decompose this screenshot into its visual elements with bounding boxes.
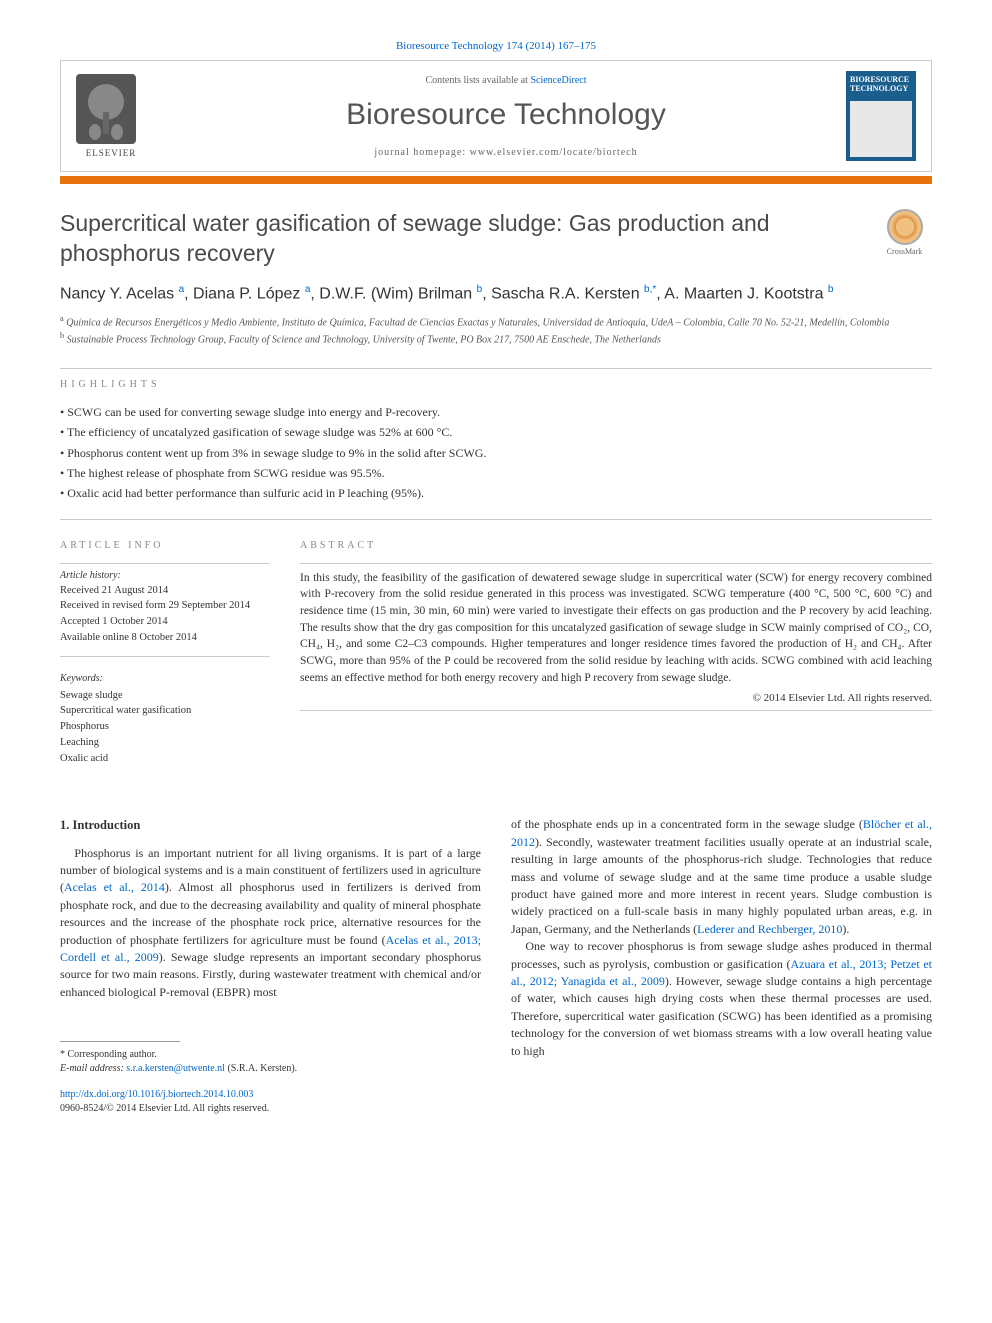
journal-cover-thumbnail: BIORESOURCE TECHNOLOGY (846, 71, 916, 161)
keyword: Oxalic acid (60, 751, 270, 767)
abstract-column: ABSTRACT In this study, the feasibility … (300, 540, 932, 767)
crossmark-icon (887, 209, 923, 245)
highlights-label: HIGHLIGHTS (60, 379, 932, 390)
abstract-copyright: © 2014 Elsevier Ltd. All rights reserved… (300, 692, 932, 704)
affiliations: a Química de Recursos Energéticos y Medi… (60, 313, 932, 348)
highlight-item: The highest release of phosphate from SC… (60, 463, 932, 483)
corresponding-label: * Corresponding author. (60, 1048, 481, 1062)
elsevier-label: ELSEVIER (76, 148, 146, 158)
journal-homepage: journal homepage: www.elsevier.com/locat… (166, 147, 846, 158)
doi-footer: http://dx.doi.org/10.1016/j.biortech.201… (60, 1088, 481, 1116)
highlight-item: Oxalic acid had better performance than … (60, 483, 932, 503)
keywords-label: Keywords: (60, 671, 270, 686)
authors: Nancy Y. Acelas a, Diana P. López a, D.W… (60, 284, 932, 303)
intro-para-3: One way to recover phosphorus is from se… (511, 938, 932, 1060)
history-line: Accepted 1 October 2014 (60, 614, 270, 630)
abstract-text: In this study, the feasibility of the ga… (300, 570, 932, 687)
history-line: Received in revised form 29 September 20… (60, 598, 270, 614)
elsevier-tree-icon (81, 82, 131, 142)
keyword: Sewage sludge (60, 688, 270, 704)
crossmark-label: CrossMark (877, 247, 932, 256)
email-suffix: (S.R.A. Kersten). (225, 1063, 297, 1074)
affiliation: b Sustainable Process Technology Group, … (60, 330, 932, 347)
highlight-item: The efficiency of uncatalyzed gasificati… (60, 422, 932, 442)
issn-copyright: 0960-8524/© 2014 Elsevier Ltd. All right… (60, 1102, 481, 1116)
contents-prefix: Contents lists available at (425, 75, 530, 86)
article-title: Supercritical water gasification of sewa… (60, 209, 857, 269)
journal-header: ELSEVIER Contents lists available at Sci… (60, 60, 932, 172)
body-columns: 1. Introduction Phosphorus is an importa… (60, 816, 932, 1116)
elsevier-logo: ELSEVIER (76, 74, 146, 158)
contents-lists: Contents lists available at ScienceDirec… (166, 75, 846, 86)
accent-bar (60, 176, 932, 184)
article-history-label: Article history: (60, 570, 270, 581)
abstract-label: ABSTRACT (300, 540, 932, 551)
corresponding-author: * Corresponding author. E-mail address: … (60, 1048, 481, 1076)
corresponding-email[interactable]: s.r.a.kersten@utwente.nl (126, 1063, 225, 1074)
journal-cover-title: BIORESOURCE TECHNOLOGY (850, 75, 912, 93)
sciencedirect-link[interactable]: ScienceDirect (530, 75, 586, 86)
keyword: Leaching (60, 735, 270, 751)
intro-heading: 1. Introduction (60, 816, 481, 834)
body-column-left: 1. Introduction Phosphorus is an importa… (60, 816, 481, 1116)
keyword: Phosphorus (60, 719, 270, 735)
body-column-right: of the phosphate ends up in a concentrat… (511, 816, 932, 1116)
email-label: E-mail address: (60, 1063, 126, 1074)
intro-para-1: Phosphorus is an important nutrient for … (60, 845, 481, 1002)
highlight-item: Phosphorus content went up from 3% in se… (60, 443, 932, 463)
journal-name: Bioresource Technology (166, 98, 846, 132)
highlight-item: SCWG can be used for converting sewage s… (60, 402, 932, 422)
history-line: Received 21 August 2014 (60, 583, 270, 599)
highlights-list: SCWG can be used for converting sewage s… (60, 402, 932, 504)
affiliation: a Química de Recursos Energéticos y Medi… (60, 313, 932, 330)
citation: Bioresource Technology 174 (2014) 167–17… (60, 40, 932, 52)
history-line: Available online 8 October 2014 (60, 630, 270, 646)
doi-link[interactable]: http://dx.doi.org/10.1016/j.biortech.201… (60, 1089, 253, 1100)
crossmark-badge[interactable]: CrossMark (877, 209, 932, 256)
intro-para-2: of the phosphate ends up in a concentrat… (511, 816, 932, 938)
article-info-label: ARTICLE INFO (60, 540, 270, 551)
keyword: Supercritical water gasification (60, 703, 270, 719)
article-info-column: ARTICLE INFO Article history: Received 2… (60, 540, 270, 767)
